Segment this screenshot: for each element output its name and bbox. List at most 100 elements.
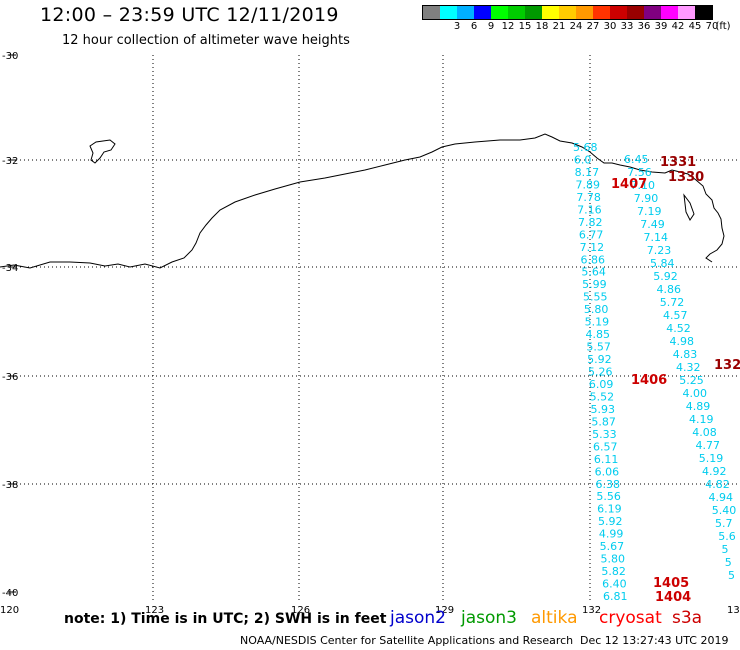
swh-reading-b: 4.19 xyxy=(689,413,714,426)
island-outline xyxy=(89,139,116,164)
longitude-label: 126 xyxy=(291,605,310,616)
satellite-name: altika xyxy=(531,608,578,628)
swh-reading-a: 7.16 xyxy=(577,203,602,216)
legend-swatch xyxy=(627,6,644,19)
swh-reading-b: 7.23 xyxy=(647,244,672,257)
pass-time-label: 1404 xyxy=(655,590,691,605)
swh-reading-b: 4.57 xyxy=(663,309,688,322)
legend-swatch xyxy=(559,6,576,19)
latitude-label: -32 xyxy=(2,156,18,167)
swh-reading-b: 4.89 xyxy=(686,400,711,413)
legend-label-row: 3 6 9 12 15 18 21 24 27 30 33 36 39 42 45 70 (ft) xyxy=(422,20,731,34)
swh-reading-b: 5.92 xyxy=(653,270,678,283)
swh-reading-b: 5.72 xyxy=(660,296,685,309)
swh-reading-a: 6.57 xyxy=(593,440,618,453)
swh-reading-b: 5 xyxy=(725,556,732,569)
legend-swatch xyxy=(695,6,712,19)
swh-reading-a: 8.17 xyxy=(575,166,600,179)
legend-swatch xyxy=(508,6,525,19)
legend-label: 33 xyxy=(620,21,634,32)
legend-label: 45 xyxy=(688,21,702,32)
longitude-label: 129 xyxy=(435,605,454,616)
latitude-label: -38 xyxy=(2,480,18,491)
swh-reading-b: 4.98 xyxy=(670,335,695,348)
swh-reading-b: 4.32 xyxy=(676,361,701,374)
swh-reading-a: 4.99 xyxy=(599,528,624,541)
latitude-label: -34 xyxy=(2,263,18,274)
swh-reading-a: 6.40 xyxy=(602,578,627,591)
satellite-track-a: 5.686.08.177.897.787.167.826.777.126.865… xyxy=(573,141,628,603)
swh-reading-b: 7.10 xyxy=(631,179,656,192)
latitude-label: -30 xyxy=(2,51,18,62)
swh-reading-a: 5.33 xyxy=(592,428,617,441)
legend-swatch xyxy=(576,6,593,19)
legend-swatch xyxy=(525,6,542,19)
swh-reading-b: 7.14 xyxy=(644,231,669,244)
legend-swatch xyxy=(610,6,627,19)
pass-time-label: 1330 xyxy=(668,170,704,185)
swh-reading-b: 4.08 xyxy=(692,426,717,439)
swh-reading-b: 5 xyxy=(722,543,729,556)
swh-reading-a: 5.67 xyxy=(600,540,625,553)
swh-reading-b: 5.84 xyxy=(650,257,675,270)
legend-swatch xyxy=(542,6,559,19)
swh-reading-a: 5.93 xyxy=(591,403,616,416)
legend-swatch xyxy=(423,6,440,19)
swh-reading-b: 4.92 xyxy=(702,465,727,478)
legend-label: 42 xyxy=(671,21,685,32)
swh-reading-a: 6.77 xyxy=(579,228,604,241)
swh-reading-b: 7.19 xyxy=(637,205,662,218)
swh-reading-a: 5.87 xyxy=(591,415,616,428)
swh-reading-b: 7.90 xyxy=(634,192,659,205)
gulf-inlet xyxy=(683,193,695,221)
swh-reading-b: 4.94 xyxy=(709,491,734,504)
longitude-label: 120 xyxy=(0,605,19,616)
pass-time-label: 1331 xyxy=(660,155,696,170)
swh-reading-a: 5.80 xyxy=(601,553,626,566)
longitude-label: 132 xyxy=(582,605,601,616)
swh-reading-a: 5.99 xyxy=(582,278,607,291)
swh-reading-a: 7.82 xyxy=(578,216,603,229)
swh-reading-a: 5.80 xyxy=(584,303,609,316)
footer-note: note: 1) Time is in UTC; 2) SWH is in fe… xyxy=(64,611,387,627)
swh-reading-a: 6.38 xyxy=(596,478,621,491)
legend-label: 12 xyxy=(501,21,515,32)
swh-reading-a: 6.86 xyxy=(581,253,606,266)
credit-line: NOAA/NESDIS Center for Satellite Applica… xyxy=(240,634,574,647)
map-subtitle: 12 hour collection of altimeter wave hei… xyxy=(62,33,350,48)
legend-label: 21 xyxy=(552,21,566,32)
swh-reading-b: 4.52 xyxy=(666,322,691,335)
pass-time-label: 1405 xyxy=(653,576,689,591)
legend-swatch-row xyxy=(422,5,713,20)
swh-reading-a: 5.19 xyxy=(585,316,610,329)
legend-label: 24 xyxy=(569,21,583,32)
satellite-track-b: 6.457.567.107.907.197.497.147.235.845.92… xyxy=(624,153,736,582)
swh-reading-b: 5.25 xyxy=(679,374,704,387)
swh-reading-a: 7.89 xyxy=(576,178,601,191)
swh-reading-b: 7.56 xyxy=(627,166,652,179)
swh-reading-a: 5.57 xyxy=(586,341,611,354)
swh-reading-b: 5.6 xyxy=(718,530,736,543)
swh-reading-b: 4.83 xyxy=(673,348,698,361)
pass-time-label: 132 xyxy=(714,358,740,373)
satellite-name: cryosat xyxy=(599,608,662,628)
swh-reading-b: 6.45 xyxy=(624,153,649,166)
satellite-name: jason2 xyxy=(390,608,446,628)
swh-reading-a: 5.55 xyxy=(583,291,608,304)
swh-reading-b: 5.40 xyxy=(712,504,737,517)
legend-swatch xyxy=(474,6,491,19)
swh-color-legend: 3 6 9 12 15 18 21 24 27 30 33 36 39 42 45 70 (ft) xyxy=(422,5,731,34)
latitude-label: -36 xyxy=(2,372,18,383)
coastline xyxy=(0,133,725,269)
legend-swatch xyxy=(661,6,678,19)
swh-reading-b: 5.7 xyxy=(715,517,733,530)
legend-label: 70 xyxy=(705,21,719,32)
swh-reading-a: 6.0 xyxy=(574,153,592,166)
latitude-label: -40 xyxy=(2,588,18,599)
swh-reading-b: 4.82 xyxy=(705,478,730,491)
swh-reading-a: 7.78 xyxy=(576,191,601,204)
pass-time-label: 1407 xyxy=(611,177,647,192)
swh-reading-b: 4.86 xyxy=(657,283,682,296)
